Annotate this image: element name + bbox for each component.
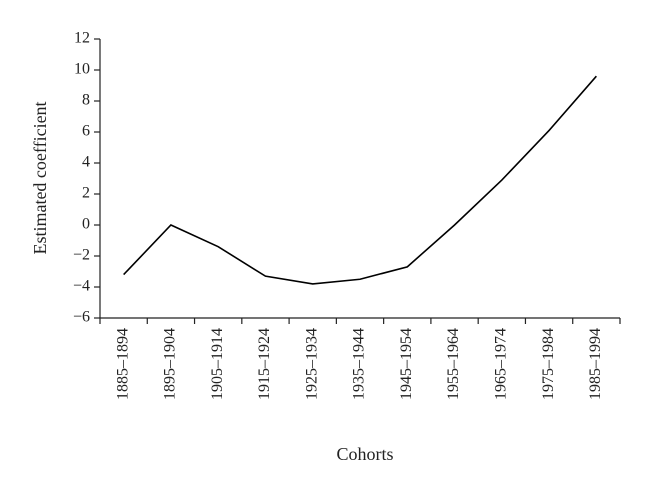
x-tick-label: 1945–1954: [398, 328, 415, 400]
x-tick-label: 1975–1984: [540, 328, 557, 400]
x-tick-label: 1885–1894: [114, 328, 131, 400]
x-axis-title: Cohorts: [336, 444, 393, 464]
x-tick-label: 1965–1974: [492, 328, 509, 400]
y-tick-label: 8: [82, 92, 90, 109]
y-tick-label: −6: [73, 309, 90, 326]
y-tick-label: 0: [82, 216, 90, 233]
x-tick-label: 1905–1914: [209, 328, 226, 400]
y-tick-label: 2: [82, 185, 90, 202]
y-tick-label: −4: [73, 278, 90, 295]
x-tick-label: 1985–1994: [587, 328, 604, 400]
y-tick-label: 12: [74, 30, 90, 47]
y-axis-title: Estimated coefficient: [30, 101, 50, 254]
x-tick-label: 1955–1964: [445, 328, 462, 400]
y-tick-label: 10: [74, 61, 90, 78]
x-tick-label: 1895–1904: [162, 328, 179, 400]
y-tick-label: 4: [82, 154, 90, 171]
y-tick-label: 6: [82, 123, 90, 140]
line: [123, 75, 597, 285]
y-tick-label: −2: [73, 247, 90, 264]
x-tick-label: 1915–1924: [256, 328, 273, 400]
x-tick-label: 1925–1934: [303, 328, 320, 400]
x-tick-label: 1935–1944: [351, 328, 368, 400]
